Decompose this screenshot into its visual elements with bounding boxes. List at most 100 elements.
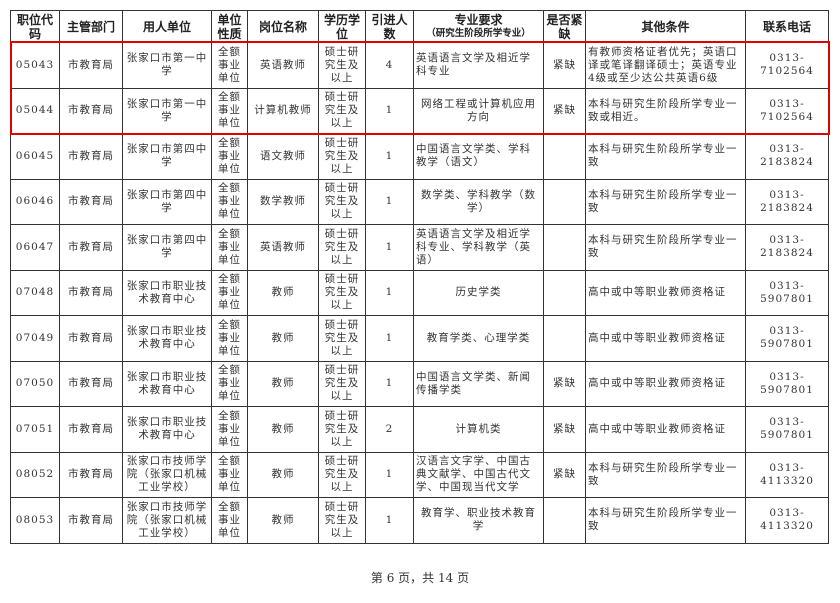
cell-education: 硕士研究生及以上 (318, 87, 366, 134)
table-row: 07049 市教育局 张家口市职业技术教育中心 全额事业单位 教师 硕士研究生及以上 1 教育… (10, 315, 829, 362)
cell-headcount: 1 (365, 87, 414, 134)
cell-phone: 0313-2183824 (745, 133, 829, 180)
header-major: 专业要求 （研究生阶段所学专业） (413, 10, 544, 43)
cell-department: 市教育局 (59, 406, 123, 453)
cell-other-conditions: 本科与研究生阶段所学专业一致 (585, 497, 746, 544)
table-row: 05044 市教育局 张家口市第一中学 全额事业单位 计算机教师 硕士研究生及以上 1 网络工… (10, 87, 829, 134)
header-education: 学历学位 (318, 10, 366, 43)
cell-shortage: 紧缺 (543, 360, 586, 407)
header-label: 学历学位 (323, 12, 360, 41)
cell-headcount: 1 (365, 224, 414, 271)
header-employer: 用人单位 (122, 10, 212, 43)
cell-department: 市教育局 (59, 42, 123, 89)
cell-code: 07050 (10, 360, 60, 407)
cell-phone: 0313-5907801 (745, 315, 829, 362)
cell-department: 市教育局 (59, 87, 123, 134)
cell-headcount: 1 (365, 451, 414, 498)
page-footer: 第 6 页，共 14 页 (370, 571, 470, 585)
cell-other-conditions: 高中或中等职业教师资格证 (585, 360, 746, 407)
cell-education: 硕士研究生及以上 (318, 178, 366, 225)
cell-department: 市教育局 (59, 269, 123, 316)
cell-education: 硕士研究生及以上 (318, 224, 366, 271)
cell-education: 硕士研究生及以上 (318, 451, 366, 498)
header-label: 专业要求 (454, 12, 503, 27)
cell-unit-type: 全额事业单位 (211, 315, 248, 362)
header-row: 职位代码 主管部门 用人单位 单位性质 岗位名称 学历学位 引进人数 专业要求 （研究生阶段所学… (10, 10, 829, 43)
cell-major: 历史学类 (413, 269, 544, 316)
cell-position: 计算机教师 (247, 87, 319, 134)
header-label: 引进人数 (371, 12, 408, 41)
cell-code: 05044 (10, 87, 60, 134)
cell-code: 07051 (10, 406, 60, 453)
cell-department: 市教育局 (59, 133, 123, 180)
cell-other-conditions: 本科与研究生阶段所学专业一致 (585, 451, 746, 498)
header-label: 职位代码 (16, 12, 53, 41)
cell-unit-type: 全额事业单位 (211, 406, 248, 453)
cell-unit-type: 全额事业单位 (211, 269, 248, 316)
cell-employer: 张家口市职业技术教育中心 (122, 360, 212, 407)
cell-other-conditions: 有教师资格证者优先；英语口译或笔译翻译硕士；英语专业4级或至少达公共英语6级 (585, 42, 746, 89)
cell-code: 06047 (10, 224, 60, 271)
cell-employer: 张家口市职业技术教育中心 (122, 406, 212, 453)
cell-major: 网络工程或计算机应用方向 (413, 87, 544, 134)
cell-major: 计算机类 (413, 406, 544, 453)
cell-education: 硕士研究生及以上 (318, 42, 366, 89)
cell-position: 数学教师 (247, 178, 319, 225)
cell-code: 06045 (10, 133, 60, 180)
cell-shortage: 紧缺 (543, 406, 586, 453)
header-label: 主管部门 (66, 19, 115, 34)
cell-education: 硕士研究生及以上 (318, 269, 366, 316)
cell-employer: 张家口市技师学院（张家口机械工业学校） (122, 451, 212, 498)
header-shortage: 是否紧缺 (543, 10, 586, 43)
cell-unit-type: 全额事业单位 (211, 87, 248, 134)
job-table: 职位代码 主管部门 用人单位 单位性质 岗位名称 学历学位 引进人数 专业要求 （研究生阶段所学… (10, 10, 829, 544)
header-phone: 联系电话 (745, 10, 829, 43)
cell-headcount: 4 (365, 42, 414, 89)
cell-major: 教育学类、心理学类 (413, 315, 544, 362)
cell-position: 教师 (247, 497, 319, 544)
cell-position: 英语教师 (247, 224, 319, 271)
cell-major: 汉语言文字学、中国古典文献学、中国古代文学、中国现当代文学 (413, 451, 544, 498)
cell-education: 硕士研究生及以上 (318, 133, 366, 180)
cell-phone: 0313-4113320 (745, 497, 829, 544)
table-row: 06047 市教育局 张家口市第四中学 全额事业单位 英语教师 硕士研究生及以上 1 英语语言… (10, 224, 829, 271)
cell-shortage: 紧缺 (543, 451, 586, 498)
cell-headcount: 1 (365, 497, 414, 544)
header-label: 其他条件 (641, 19, 690, 34)
cell-shortage: 紧缺 (543, 87, 586, 134)
cell-position: 教师 (247, 360, 319, 407)
cell-shortage (543, 497, 586, 544)
cell-major: 中国语言文学类、新闻传播学类 (413, 360, 544, 407)
cell-department: 市教育局 (59, 315, 123, 362)
cell-department: 市教育局 (59, 497, 123, 544)
cell-employer: 张家口市第四中学 (122, 178, 212, 225)
cell-shortage (543, 224, 586, 271)
cell-employer: 张家口市技师学院（张家口机械工业学校） (122, 497, 212, 544)
cell-phone: 0313-5907801 (745, 406, 829, 453)
header-headcount: 引进人数 (365, 10, 414, 43)
cell-education: 硕士研究生及以上 (318, 497, 366, 544)
cell-other-conditions: 本科与研究生阶段所学专业一致 (585, 178, 746, 225)
cell-code: 07049 (10, 315, 60, 362)
header-label: 岗位名称 (258, 19, 307, 34)
cell-headcount: 1 (365, 178, 414, 225)
cell-headcount: 1 (365, 269, 414, 316)
cell-code: 08052 (10, 451, 60, 498)
cell-employer: 张家口市第四中学 (122, 133, 212, 180)
cell-unit-type: 全额事业单位 (211, 133, 248, 180)
cell-headcount: 2 (365, 406, 414, 453)
cell-position: 教师 (247, 269, 319, 316)
cell-phone: 0313-5907801 (745, 360, 829, 407)
cell-phone: 0313-4113320 (745, 451, 829, 498)
header-code: 职位代码 (10, 10, 60, 43)
cell-position: 语文教师 (247, 133, 319, 180)
cell-shortage (543, 269, 586, 316)
cell-education: 硕士研究生及以上 (318, 315, 366, 362)
cell-position: 教师 (247, 315, 319, 362)
table-row: 08053 市教育局 张家口市技师学院（张家口机械工业学校） 全额事业单位 教师 硕士研究… (10, 497, 829, 544)
cell-shortage: 紧缺 (543, 42, 586, 89)
cell-code: 07048 (10, 269, 60, 316)
cell-unit-type: 全额事业单位 (211, 178, 248, 225)
cell-other-conditions: 本科与研究生阶段所学专业一致 (585, 224, 746, 271)
cell-code: 06046 (10, 178, 60, 225)
